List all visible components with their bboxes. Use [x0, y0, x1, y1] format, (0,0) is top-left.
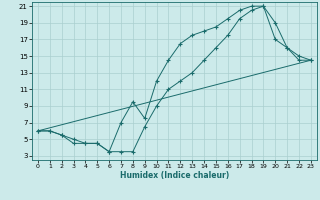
- X-axis label: Humidex (Indice chaleur): Humidex (Indice chaleur): [120, 171, 229, 180]
